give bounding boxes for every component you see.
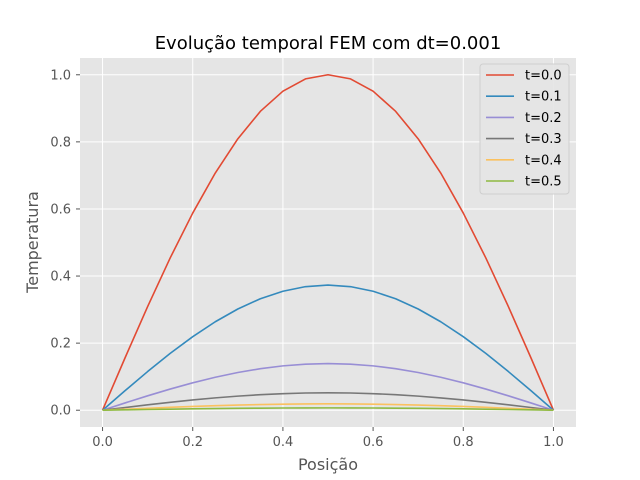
x-tick-label: 0.6 (363, 435, 384, 450)
series-lines (101, 73, 555, 412)
legend-label: t=0.0 (525, 69, 562, 84)
y-tick-label: 0.6 (50, 202, 71, 217)
x-tick-label: 1.0 (543, 435, 564, 450)
legend-label: t=0.1 (525, 90, 562, 105)
legend: t=0.0 t=0.1 t=0.2 t=0.3 t=0.4 t=0.5 (479, 63, 570, 195)
legend-label: t=0.3 (525, 132, 562, 147)
series-line (102, 407, 554, 412)
series-line (102, 391, 554, 412)
x-tick-label: 0.0 (92, 435, 113, 450)
x-axis-label: Posição (298, 455, 358, 474)
series-line (102, 362, 554, 411)
legend-label: t=0.4 (525, 153, 562, 168)
y-tick-label: 0.0 (50, 404, 71, 419)
x-tick-label: 0.2 (182, 435, 203, 450)
series-line (102, 284, 554, 411)
legend-label: t=0.5 (525, 175, 562, 190)
chart-title: Evolução temporal FEM com dt=0.001 (155, 33, 502, 54)
series-line (101, 73, 555, 411)
y-tick-label: 0.8 (50, 135, 71, 150)
legend-label: t=0.2 (525, 111, 562, 126)
x-tick-label: 0.8 (453, 435, 474, 450)
y-tick-label: 1.0 (50, 68, 71, 83)
y-axis-label: Temperatura (23, 191, 42, 294)
y-tick-label: 0.2 (50, 337, 71, 352)
series-line (102, 403, 554, 412)
x-tick-label: 0.4 (273, 435, 294, 450)
y-tick-label: 0.4 (50, 270, 71, 285)
